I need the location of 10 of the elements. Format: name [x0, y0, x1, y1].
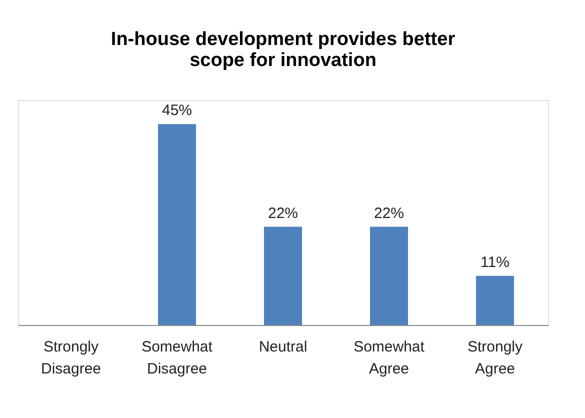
x-tick-label: Somewhat Agree [354, 338, 426, 378]
x-tick-label: Neutral [258, 338, 308, 356]
chart-title: In-house development provides better scope for innovation [110, 29, 456, 71]
data-label: 11% [480, 254, 510, 271]
x-tick-label: Strongly Agree [467, 338, 524, 378]
data-label: 45% [162, 102, 192, 120]
x-tick-label: Somewhat Disagree [142, 338, 214, 378]
data-label: 22% [268, 204, 298, 222]
x-tick-label: Strongly Disagree [40, 338, 102, 378]
data-label: 22% [374, 204, 404, 222]
